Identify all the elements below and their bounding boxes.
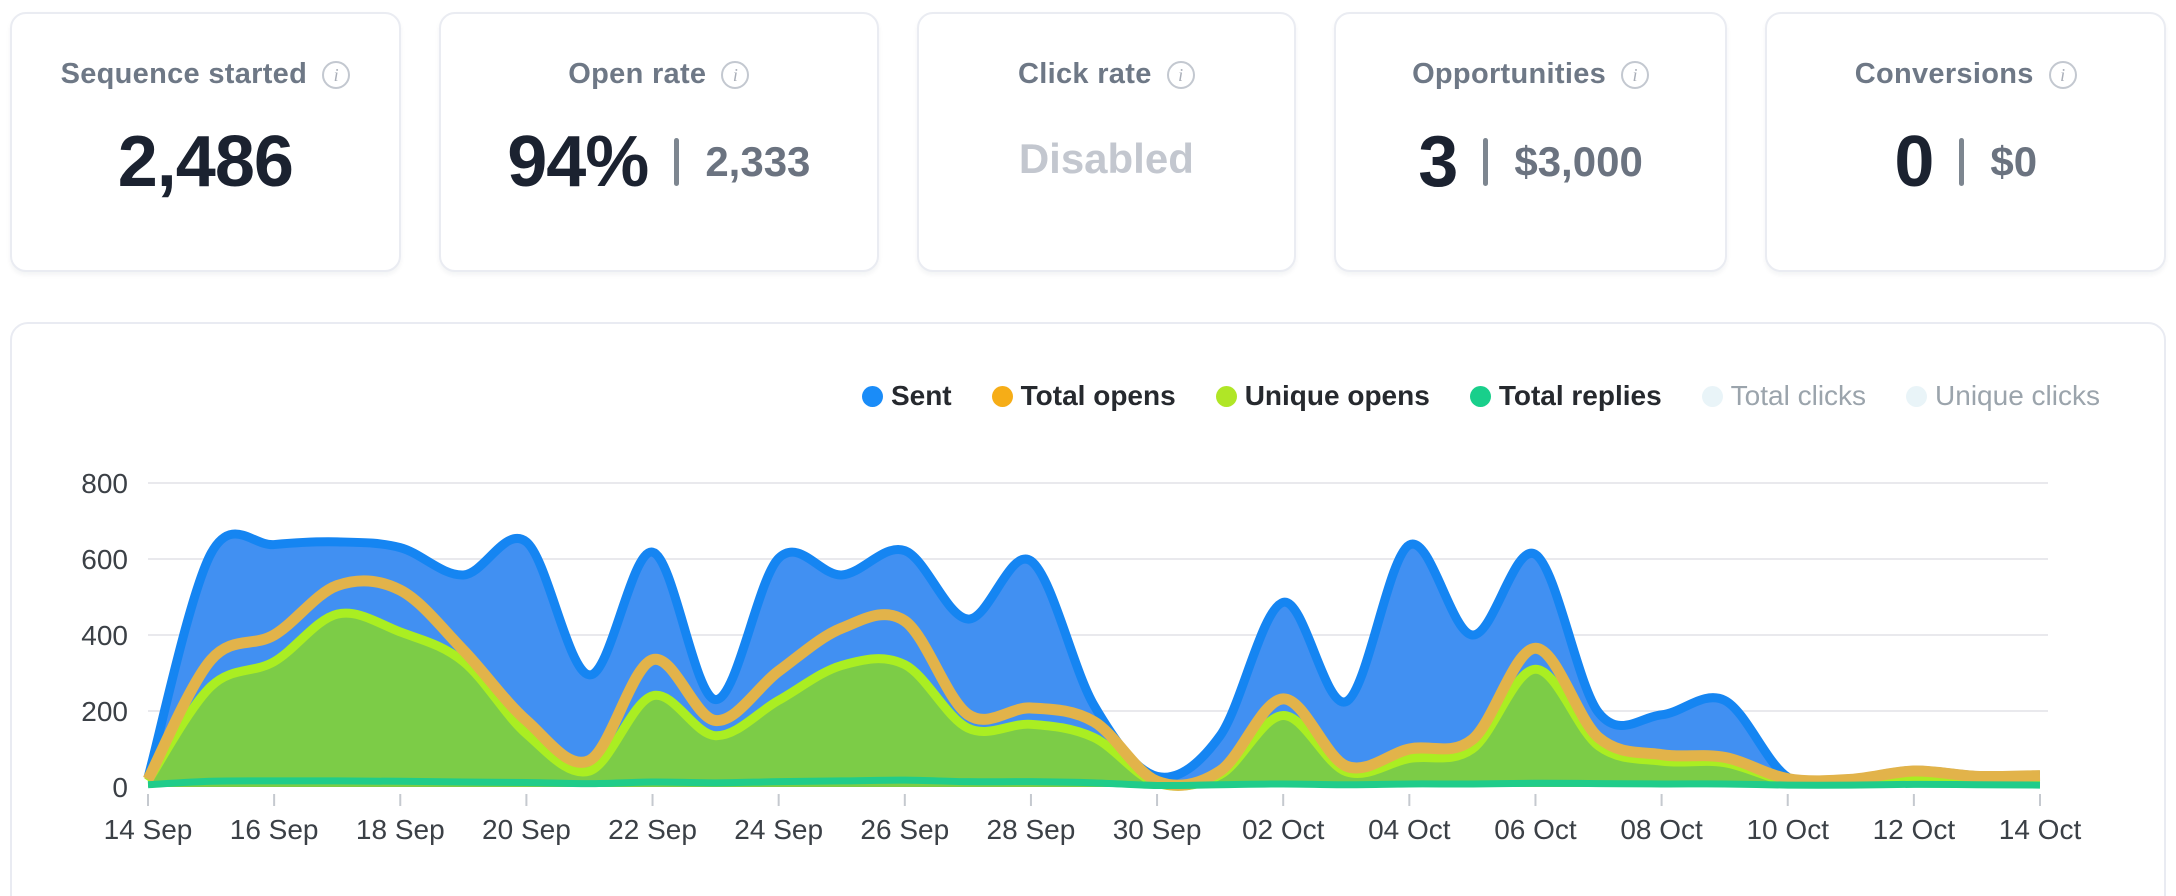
x-axis-label-30-sep: 30 Sep	[1113, 814, 1202, 845]
value-divider	[674, 138, 680, 186]
card-value-row: Disabled	[1019, 121, 1194, 183]
stat-card-sequence-started: Sequence started i 2,486	[10, 12, 401, 272]
card-value-row: 3 $3,000	[1418, 121, 1643, 203]
chart-card: Sent Total opens Unique opens Total replies…	[10, 322, 2166, 896]
x-axis-label-26-sep: 26 Sep	[860, 814, 949, 845]
card-label: Conversions	[1854, 58, 2034, 90]
card-label: Click rate	[1018, 58, 1152, 90]
card-header: Sequence started i	[61, 58, 351, 91]
x-axis-label-10-oct: 10 Oct	[1746, 814, 1829, 845]
legend-item-total-clicks[interactable]: Total clicks	[1701, 380, 1867, 412]
stat-secondary-value: $0	[1990, 138, 2038, 185]
card-header: Click rate i	[1018, 58, 1195, 91]
stat-card-click-rate: Click rate i Disabled	[916, 12, 1296, 272]
legend-item-unique-opens[interactable]: Unique opens	[1215, 380, 1430, 412]
stat-card-conversions: Conversions i 0 $0	[1765, 12, 2166, 272]
card-label: Sequence started	[60, 58, 308, 90]
stat-value: 3	[1418, 122, 1458, 202]
y-axis-label-0: 0	[112, 772, 128, 803]
value-divider	[1959, 138, 1965, 186]
card-value-row: 0 $0	[1894, 121, 2037, 203]
legend-item-total-opens[interactable]: Total opens	[991, 380, 1176, 412]
stats-row: Sequence started i 2,486 Open rate i 94%…	[0, 0, 2176, 272]
stat-value-disabled: Disabled	[1018, 135, 1194, 182]
legend-dot-sent	[861, 385, 883, 407]
area-unique-opens-fill	[148, 613, 2040, 787]
metrics-area-chart[interactable]: 0 200 400 600 800 14 Sep 16 Sep 18 Sep 20 Sep 22 …	[12, 448, 2164, 894]
legend-label: Total clicks	[1730, 380, 1867, 411]
stat-card-open-rate: Open rate i 94% 2,333	[438, 12, 879, 272]
card-header: Opportunities i	[1412, 58, 1650, 91]
card-label: Open rate	[568, 58, 707, 90]
card-header: Open rate i	[568, 58, 750, 91]
legend-label: Unique opens	[1244, 380, 1430, 411]
chart-legend: Sent Total opens Unique opens Total replies…	[822, 380, 2100, 412]
legend-dot-unique-opens	[1215, 385, 1237, 407]
x-axis-label-12-oct: 12 Oct	[1873, 814, 1956, 845]
x-axis-label-04-oct: 04 Oct	[1368, 814, 1451, 845]
x-axis-label-06-oct: 06 Oct	[1494, 814, 1577, 845]
stat-secondary-value: 2,333	[705, 138, 811, 185]
card-header: Conversions i	[1855, 58, 2077, 91]
info-icon[interactable]: i	[2048, 60, 2077, 89]
card-label: Opportunities	[1412, 58, 1607, 90]
y-axis-label-800: 800	[81, 468, 128, 499]
y-axis-label-400: 400	[81, 620, 128, 651]
y-axis-label-600: 600	[81, 544, 128, 575]
line-sent	[143, 529, 2041, 789]
stat-secondary-value: $3,000	[1514, 138, 1643, 185]
line-total-replies	[147, 776, 2041, 790]
y-axis-label-200: 200	[81, 696, 128, 727]
info-icon[interactable]: i	[1621, 60, 1650, 89]
card-value-row: 2,486	[117, 121, 294, 203]
legend-dot-total-opens	[991, 385, 1013, 407]
legend-label: Sent	[890, 380, 952, 411]
x-axis-label-20-sep: 20 Sep	[482, 814, 571, 845]
stat-value: 0	[1894, 122, 1934, 202]
x-axis-label-28-sep: 28 Sep	[987, 814, 1076, 845]
card-value-row: 94% 2,333	[507, 121, 810, 203]
x-axis-label-24-sep: 24 Sep	[734, 814, 823, 845]
line-total-opens	[143, 575, 2041, 791]
info-icon[interactable]: i	[1166, 60, 1195, 89]
line-unique-opens	[144, 608, 2041, 791]
legend-item-sent[interactable]: Sent	[861, 380, 952, 412]
x-axis-label-08-oct: 08 Oct	[1620, 814, 1703, 845]
x-axis-label-18-sep: 18 Sep	[356, 814, 445, 845]
info-icon[interactable]: i	[322, 60, 351, 89]
legend-item-total-replies[interactable]: Total replies	[1469, 380, 1662, 412]
legend-label: Total opens	[1020, 380, 1176, 411]
stat-card-opportunities: Opportunities i 3 $3,000	[1333, 12, 1728, 272]
stat-value: 94%	[507, 122, 649, 202]
legend-item-unique-clicks[interactable]: Unique clicks	[1906, 380, 2100, 412]
x-axis-label-14-oct: 14 Oct	[1999, 814, 2082, 845]
legend-dot-total-replies	[1469, 385, 1491, 407]
value-divider	[1483, 138, 1489, 186]
x-axis-label-16-sep: 16 Sep	[230, 814, 319, 845]
legend-label: Unique clicks	[1935, 380, 2100, 411]
x-axis-label-22-sep: 22 Sep	[608, 814, 697, 845]
x-axis-label-02-oct: 02 Oct	[1242, 814, 1325, 845]
legend-dot-total-clicks	[1701, 385, 1723, 407]
x-axis-label-14-sep: 14 Sep	[104, 814, 193, 845]
info-icon[interactable]: i	[721, 60, 750, 89]
stat-value: 2,486	[117, 122, 294, 202]
legend-dot-unique-clicks	[1906, 385, 1928, 407]
legend-label: Total replies	[1498, 380, 1662, 411]
